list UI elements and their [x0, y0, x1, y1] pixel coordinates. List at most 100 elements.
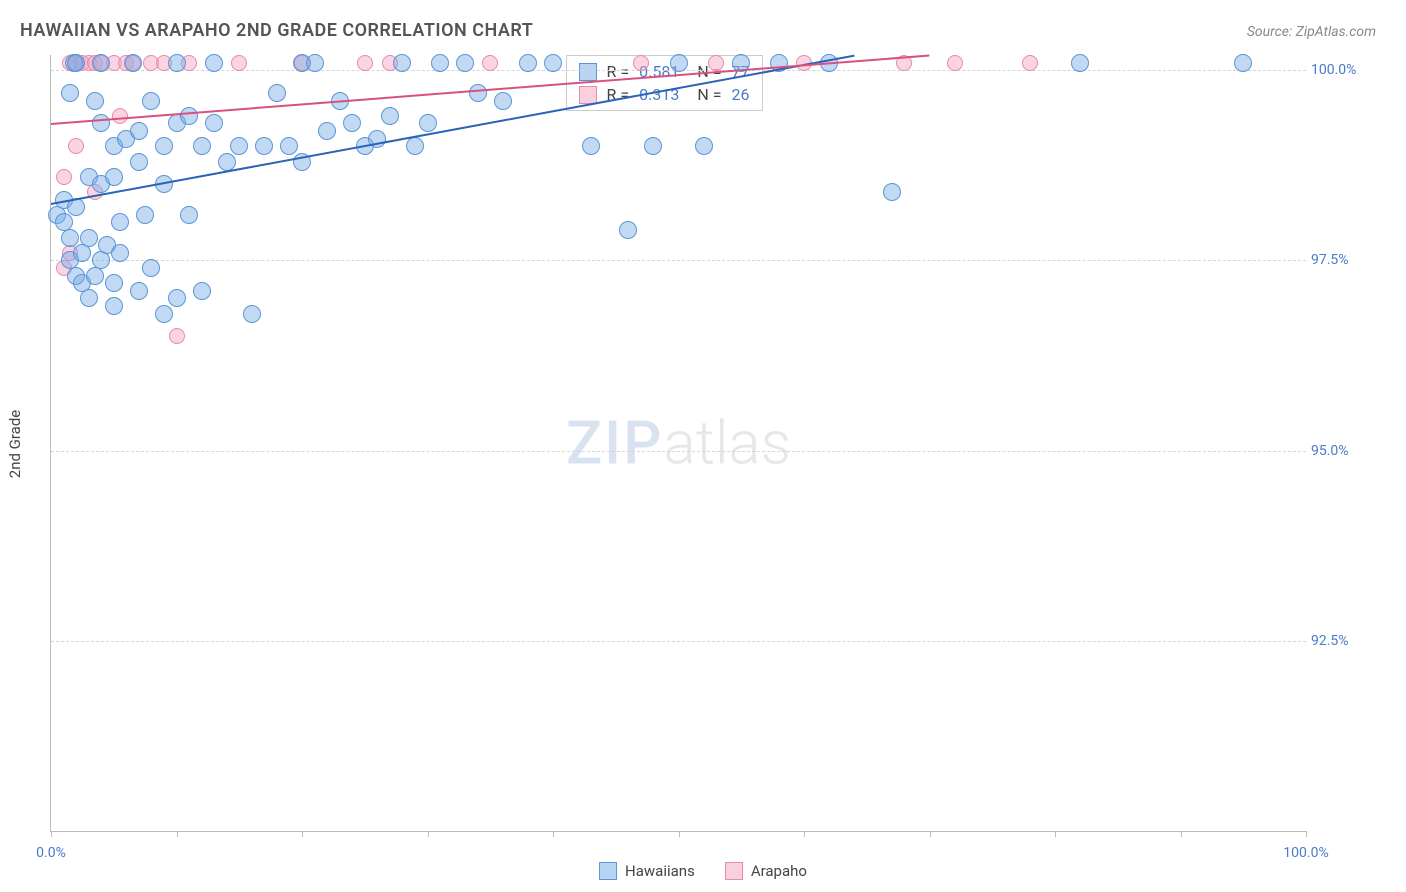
data-point-hawaiians	[130, 282, 148, 300]
data-point-hawaiians	[61, 229, 79, 247]
data-point-hawaiians	[105, 274, 123, 292]
data-point-hawaiians	[111, 244, 129, 262]
data-point-hawaiians	[67, 54, 85, 72]
data-point-hawaiians	[582, 137, 600, 155]
watermark-zip: ZIP	[566, 408, 663, 479]
data-point-hawaiians	[456, 54, 474, 72]
data-point-hawaiians	[155, 305, 173, 323]
data-point-hawaiians	[193, 137, 211, 155]
plot-area: ZIPatlas R =0.581N =77R =0.313N =26 92.5…	[50, 55, 1306, 832]
x-tick	[679, 831, 680, 837]
data-point-hawaiians	[168, 54, 186, 72]
data-point-hawaiians	[130, 122, 148, 140]
data-point-hawaiians	[142, 92, 160, 110]
data-point-hawaiians	[61, 84, 79, 102]
data-point-hawaiians	[381, 107, 399, 125]
x-tick	[930, 831, 931, 837]
data-point-hawaiians	[619, 221, 637, 239]
data-point-arapaho	[112, 108, 128, 124]
x-tick	[51, 831, 52, 837]
data-point-hawaiians	[136, 206, 154, 224]
data-point-hawaiians	[494, 92, 512, 110]
x-tick	[1306, 831, 1307, 837]
chart-title: HAWAIIAN VS ARAPAHO 2ND GRADE CORRELATIO…	[20, 20, 533, 41]
data-point-hawaiians	[205, 54, 223, 72]
data-point-hawaiians	[230, 137, 248, 155]
data-point-hawaiians	[883, 183, 901, 201]
data-point-hawaiians	[92, 114, 110, 132]
x-tick-label: 100.0%	[1283, 845, 1328, 861]
gridline	[51, 260, 1306, 261]
data-point-hawaiians	[105, 297, 123, 315]
data-point-arapaho	[169, 328, 185, 344]
data-point-hawaiians	[92, 54, 110, 72]
data-point-hawaiians	[193, 282, 211, 300]
data-point-hawaiians	[306, 54, 324, 72]
data-point-hawaiians	[519, 54, 537, 72]
x-tick	[302, 831, 303, 837]
data-point-hawaiians	[243, 305, 261, 323]
data-point-hawaiians	[280, 137, 298, 155]
data-point-arapaho	[1022, 55, 1038, 71]
data-point-hawaiians	[419, 114, 437, 132]
data-point-hawaiians	[86, 92, 104, 110]
x-tick	[1055, 831, 1056, 837]
watermark-atlas: atlas	[663, 408, 791, 479]
data-point-arapaho	[482, 55, 498, 71]
legend-item-hawaiians: Hawaiians	[599, 862, 695, 880]
data-point-hawaiians	[130, 153, 148, 171]
data-point-arapaho	[708, 55, 724, 71]
y-tick-label: 97.5%	[1311, 252, 1391, 268]
data-point-arapaho	[68, 138, 84, 154]
data-point-hawaiians	[142, 259, 160, 277]
legend-label: Arapaho	[751, 862, 807, 880]
data-point-hawaiians	[218, 153, 236, 171]
data-point-hawaiians	[124, 54, 142, 72]
stat-n-label: N =	[697, 85, 721, 104]
x-tick	[177, 831, 178, 837]
y-axis-label: 2nd Grade	[6, 409, 24, 477]
legend-swatch-icon	[579, 63, 597, 81]
data-point-hawaiians	[544, 54, 562, 72]
data-point-hawaiians	[393, 54, 411, 72]
gridline	[51, 451, 1306, 452]
x-tick	[553, 831, 554, 837]
data-point-hawaiians	[644, 137, 662, 155]
data-point-hawaiians	[105, 168, 123, 186]
x-tick-label: 0.0%	[36, 845, 66, 861]
legend-swatch-icon	[725, 862, 743, 880]
data-point-hawaiians	[1071, 54, 1089, 72]
gridline	[51, 641, 1306, 642]
data-point-hawaiians	[155, 137, 173, 155]
data-point-hawaiians	[318, 122, 336, 140]
chart-area: 2nd Grade ZIPatlas R =0.581N =77R =0.313…	[50, 55, 1306, 832]
legend-label: Hawaiians	[625, 862, 695, 880]
data-point-hawaiians	[1234, 54, 1252, 72]
data-point-arapaho	[633, 55, 649, 71]
data-point-hawaiians	[168, 289, 186, 307]
data-point-hawaiians	[268, 84, 286, 102]
y-tick-label: 100.0%	[1311, 62, 1391, 78]
data-point-arapaho	[56, 169, 72, 185]
data-point-hawaiians	[80, 229, 98, 247]
data-point-hawaiians	[670, 54, 688, 72]
data-point-arapaho	[947, 55, 963, 71]
data-point-hawaiians	[255, 137, 273, 155]
data-point-hawaiians	[80, 289, 98, 307]
data-point-hawaiians	[431, 54, 449, 72]
watermark: ZIPatlas	[566, 408, 791, 479]
data-point-hawaiians	[406, 137, 424, 155]
legend-swatch-icon	[599, 862, 617, 880]
data-point-arapaho	[231, 55, 247, 71]
data-point-hawaiians	[180, 206, 198, 224]
data-point-hawaiians	[180, 107, 198, 125]
source-label: Source: ZipAtlas.com	[1247, 24, 1376, 40]
data-point-arapaho	[357, 55, 373, 71]
x-tick	[428, 831, 429, 837]
x-tick	[804, 831, 805, 837]
legend-item-arapaho: Arapaho	[725, 862, 807, 880]
x-tick	[1181, 831, 1182, 837]
data-point-hawaiians	[695, 137, 713, 155]
stat-n-value: 26	[732, 85, 750, 104]
legend: Hawaiians Arapaho	[599, 862, 807, 880]
